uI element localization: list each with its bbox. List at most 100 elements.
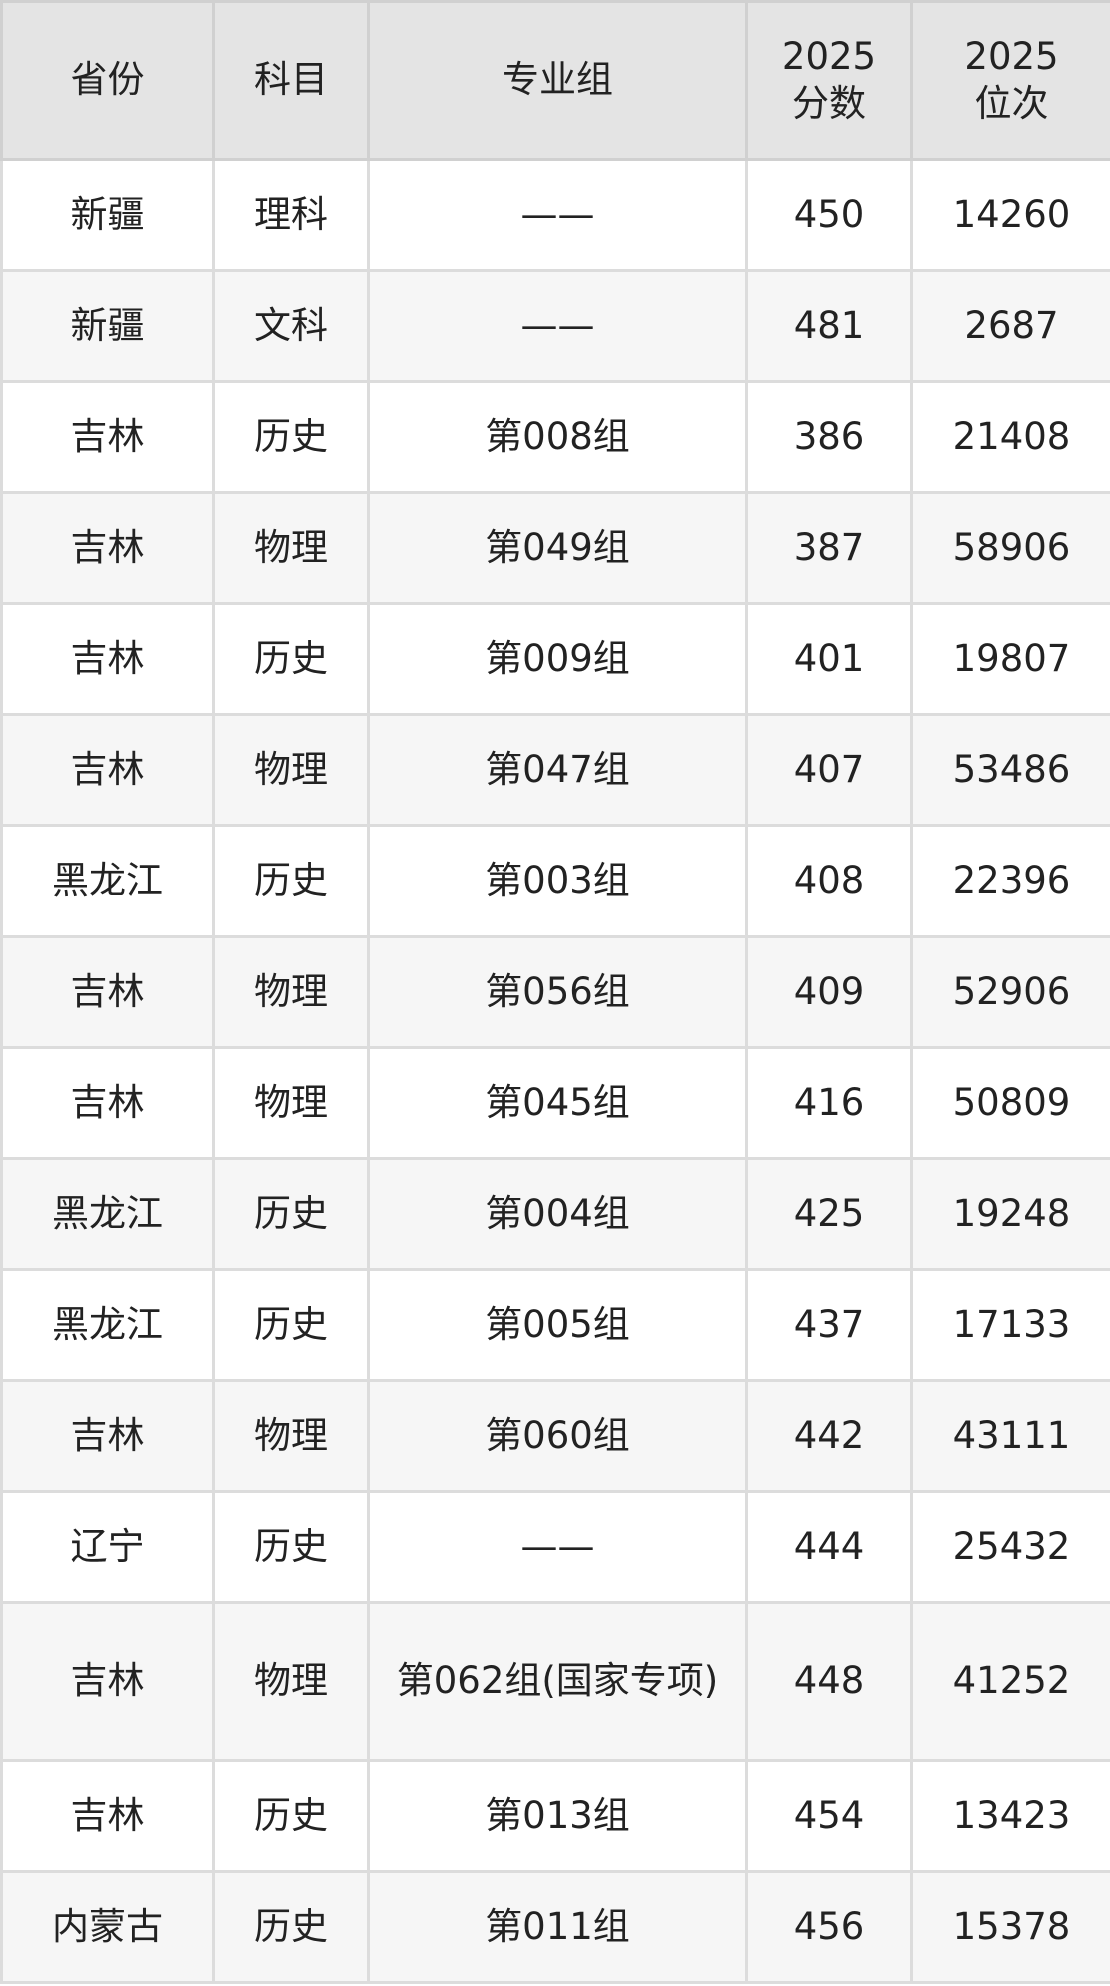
table-row: 吉林 物理 第047组 407 53486 (0, 713, 1110, 827)
cell-major-group: 第045组 (367, 1046, 748, 1160)
cell-score: 408 (745, 824, 913, 938)
cell-score: 450 (745, 158, 913, 272)
cell-province: 吉林 (0, 1601, 215, 1762)
cell-subject: 历史 (212, 824, 370, 938)
cell-subject: 物理 (212, 1601, 370, 1762)
cell-province: 黑龙江 (0, 1268, 215, 1382)
cell-subject: 物理 (212, 935, 370, 1049)
cell-subject: 历史 (212, 1157, 370, 1271)
cell-rank: 52906 (910, 935, 1110, 1049)
cell-major-group: 第047组 (367, 713, 748, 827)
cell-major-group: 第005组 (367, 1268, 748, 1382)
table-row: 黑龙江 历史 第003组 408 22396 (0, 824, 1110, 938)
table-row: 黑龙江 历史 第005组 437 17133 (0, 1268, 1110, 1382)
cell-rank: 25432 (910, 1490, 1110, 1604)
table-row: 辽宁 历史 —— 444 25432 (0, 1490, 1110, 1604)
cell-province: 新疆 (0, 158, 215, 272)
cell-score: 448 (745, 1601, 913, 1762)
cell-score: 481 (745, 269, 913, 383)
header-score-2025: 2025 分数 (745, 0, 913, 161)
cell-major-group: 第011组 (367, 1870, 748, 1984)
cell-subject: 物理 (212, 491, 370, 605)
cell-rank: 53486 (910, 713, 1110, 827)
cell-province: 吉林 (0, 935, 215, 1049)
cell-score: 425 (745, 1157, 913, 1271)
cell-subject: 历史 (212, 1759, 370, 1873)
cell-subject: 物理 (212, 1046, 370, 1160)
cell-subject: 历史 (212, 380, 370, 494)
cell-rank: 43111 (910, 1379, 1110, 1493)
table-row: 新疆 文科 —— 481 2687 (0, 269, 1110, 383)
table-row: 吉林 历史 第013组 454 13423 (0, 1759, 1110, 1873)
cell-province: 辽宁 (0, 1490, 215, 1604)
table-row: 吉林 历史 第009组 401 19807 (0, 602, 1110, 716)
table-row: 内蒙古 历史 第011组 456 15378 (0, 1870, 1110, 1984)
cell-province: 内蒙古 (0, 1870, 215, 1984)
cell-rank: 50809 (910, 1046, 1110, 1160)
cell-subject: 历史 (212, 1268, 370, 1382)
header-major-group: 专业组 (367, 0, 748, 161)
header-province: 省份 (0, 0, 215, 161)
table-row: 吉林 物理 第060组 442 43111 (0, 1379, 1110, 1493)
cell-rank: 14260 (910, 158, 1110, 272)
cell-province: 黑龙江 (0, 824, 215, 938)
cell-subject: 理科 (212, 158, 370, 272)
cell-score: 442 (745, 1379, 913, 1493)
header-rank-2025: 2025 位次 (910, 0, 1110, 161)
table-row: 吉林 物理 第049组 387 58906 (0, 491, 1110, 605)
cell-province: 吉林 (0, 1046, 215, 1160)
cell-subject: 物理 (212, 1379, 370, 1493)
cell-score: 456 (745, 1870, 913, 1984)
cell-rank: 2687 (910, 269, 1110, 383)
cell-rank: 13423 (910, 1759, 1110, 1873)
cell-province: 吉林 (0, 602, 215, 716)
cell-score: 454 (745, 1759, 913, 1873)
cell-score: 437 (745, 1268, 913, 1382)
cell-major-group: 第060组 (367, 1379, 748, 1493)
cell-score: 444 (745, 1490, 913, 1604)
cell-rank: 17133 (910, 1268, 1110, 1382)
cell-major-group: 第062组(国家专项) (367, 1601, 748, 1762)
cell-major-group: —— (367, 1490, 748, 1604)
cell-subject: 历史 (212, 1870, 370, 1984)
cell-subject: 文科 (212, 269, 370, 383)
table-row: 吉林 历史 第008组 386 21408 (0, 380, 1110, 494)
cell-rank: 21408 (910, 380, 1110, 494)
cell-major-group: —— (367, 269, 748, 383)
cell-score: 416 (745, 1046, 913, 1160)
cell-province: 吉林 (0, 1379, 215, 1493)
cell-province: 吉林 (0, 713, 215, 827)
cell-score: 386 (745, 380, 913, 494)
cell-major-group: 第009组 (367, 602, 748, 716)
table-row: 吉林 物理 第062组(国家专项) 448 41252 (0, 1601, 1110, 1762)
cell-subject: 历史 (212, 1490, 370, 1604)
cell-major-group: 第004组 (367, 1157, 748, 1271)
cell-score: 407 (745, 713, 913, 827)
header-subject: 科目 (212, 0, 370, 161)
cell-rank: 19807 (910, 602, 1110, 716)
cell-province: 吉林 (0, 491, 215, 605)
cell-rank: 41252 (910, 1601, 1110, 1762)
cell-major-group: 第008组 (367, 380, 748, 494)
cell-rank: 19248 (910, 1157, 1110, 1271)
cell-major-group: 第049组 (367, 491, 748, 605)
cell-province: 黑龙江 (0, 1157, 215, 1271)
cell-score: 401 (745, 602, 913, 716)
table-row: 吉林 物理 第056组 409 52906 (0, 935, 1110, 1049)
cell-major-group: 第013组 (367, 1759, 748, 1873)
cell-rank: 22396 (910, 824, 1110, 938)
cell-major-group: —— (367, 158, 748, 272)
cell-province: 新疆 (0, 269, 215, 383)
table-row: 新疆 理科 —— 450 14260 (0, 158, 1110, 272)
cell-major-group: 第056组 (367, 935, 748, 1049)
table-row: 吉林 物理 第045组 416 50809 (0, 1046, 1110, 1160)
cell-subject: 物理 (212, 713, 370, 827)
header-row: 省份 科目 专业组 2025 分数 2025 位次 (0, 0, 1110, 161)
cell-subject: 历史 (212, 602, 370, 716)
cell-score: 409 (745, 935, 913, 1049)
cell-rank: 15378 (910, 1870, 1110, 1984)
cell-rank: 58906 (910, 491, 1110, 605)
cell-major-group: 第003组 (367, 824, 748, 938)
cell-province: 吉林 (0, 380, 215, 494)
